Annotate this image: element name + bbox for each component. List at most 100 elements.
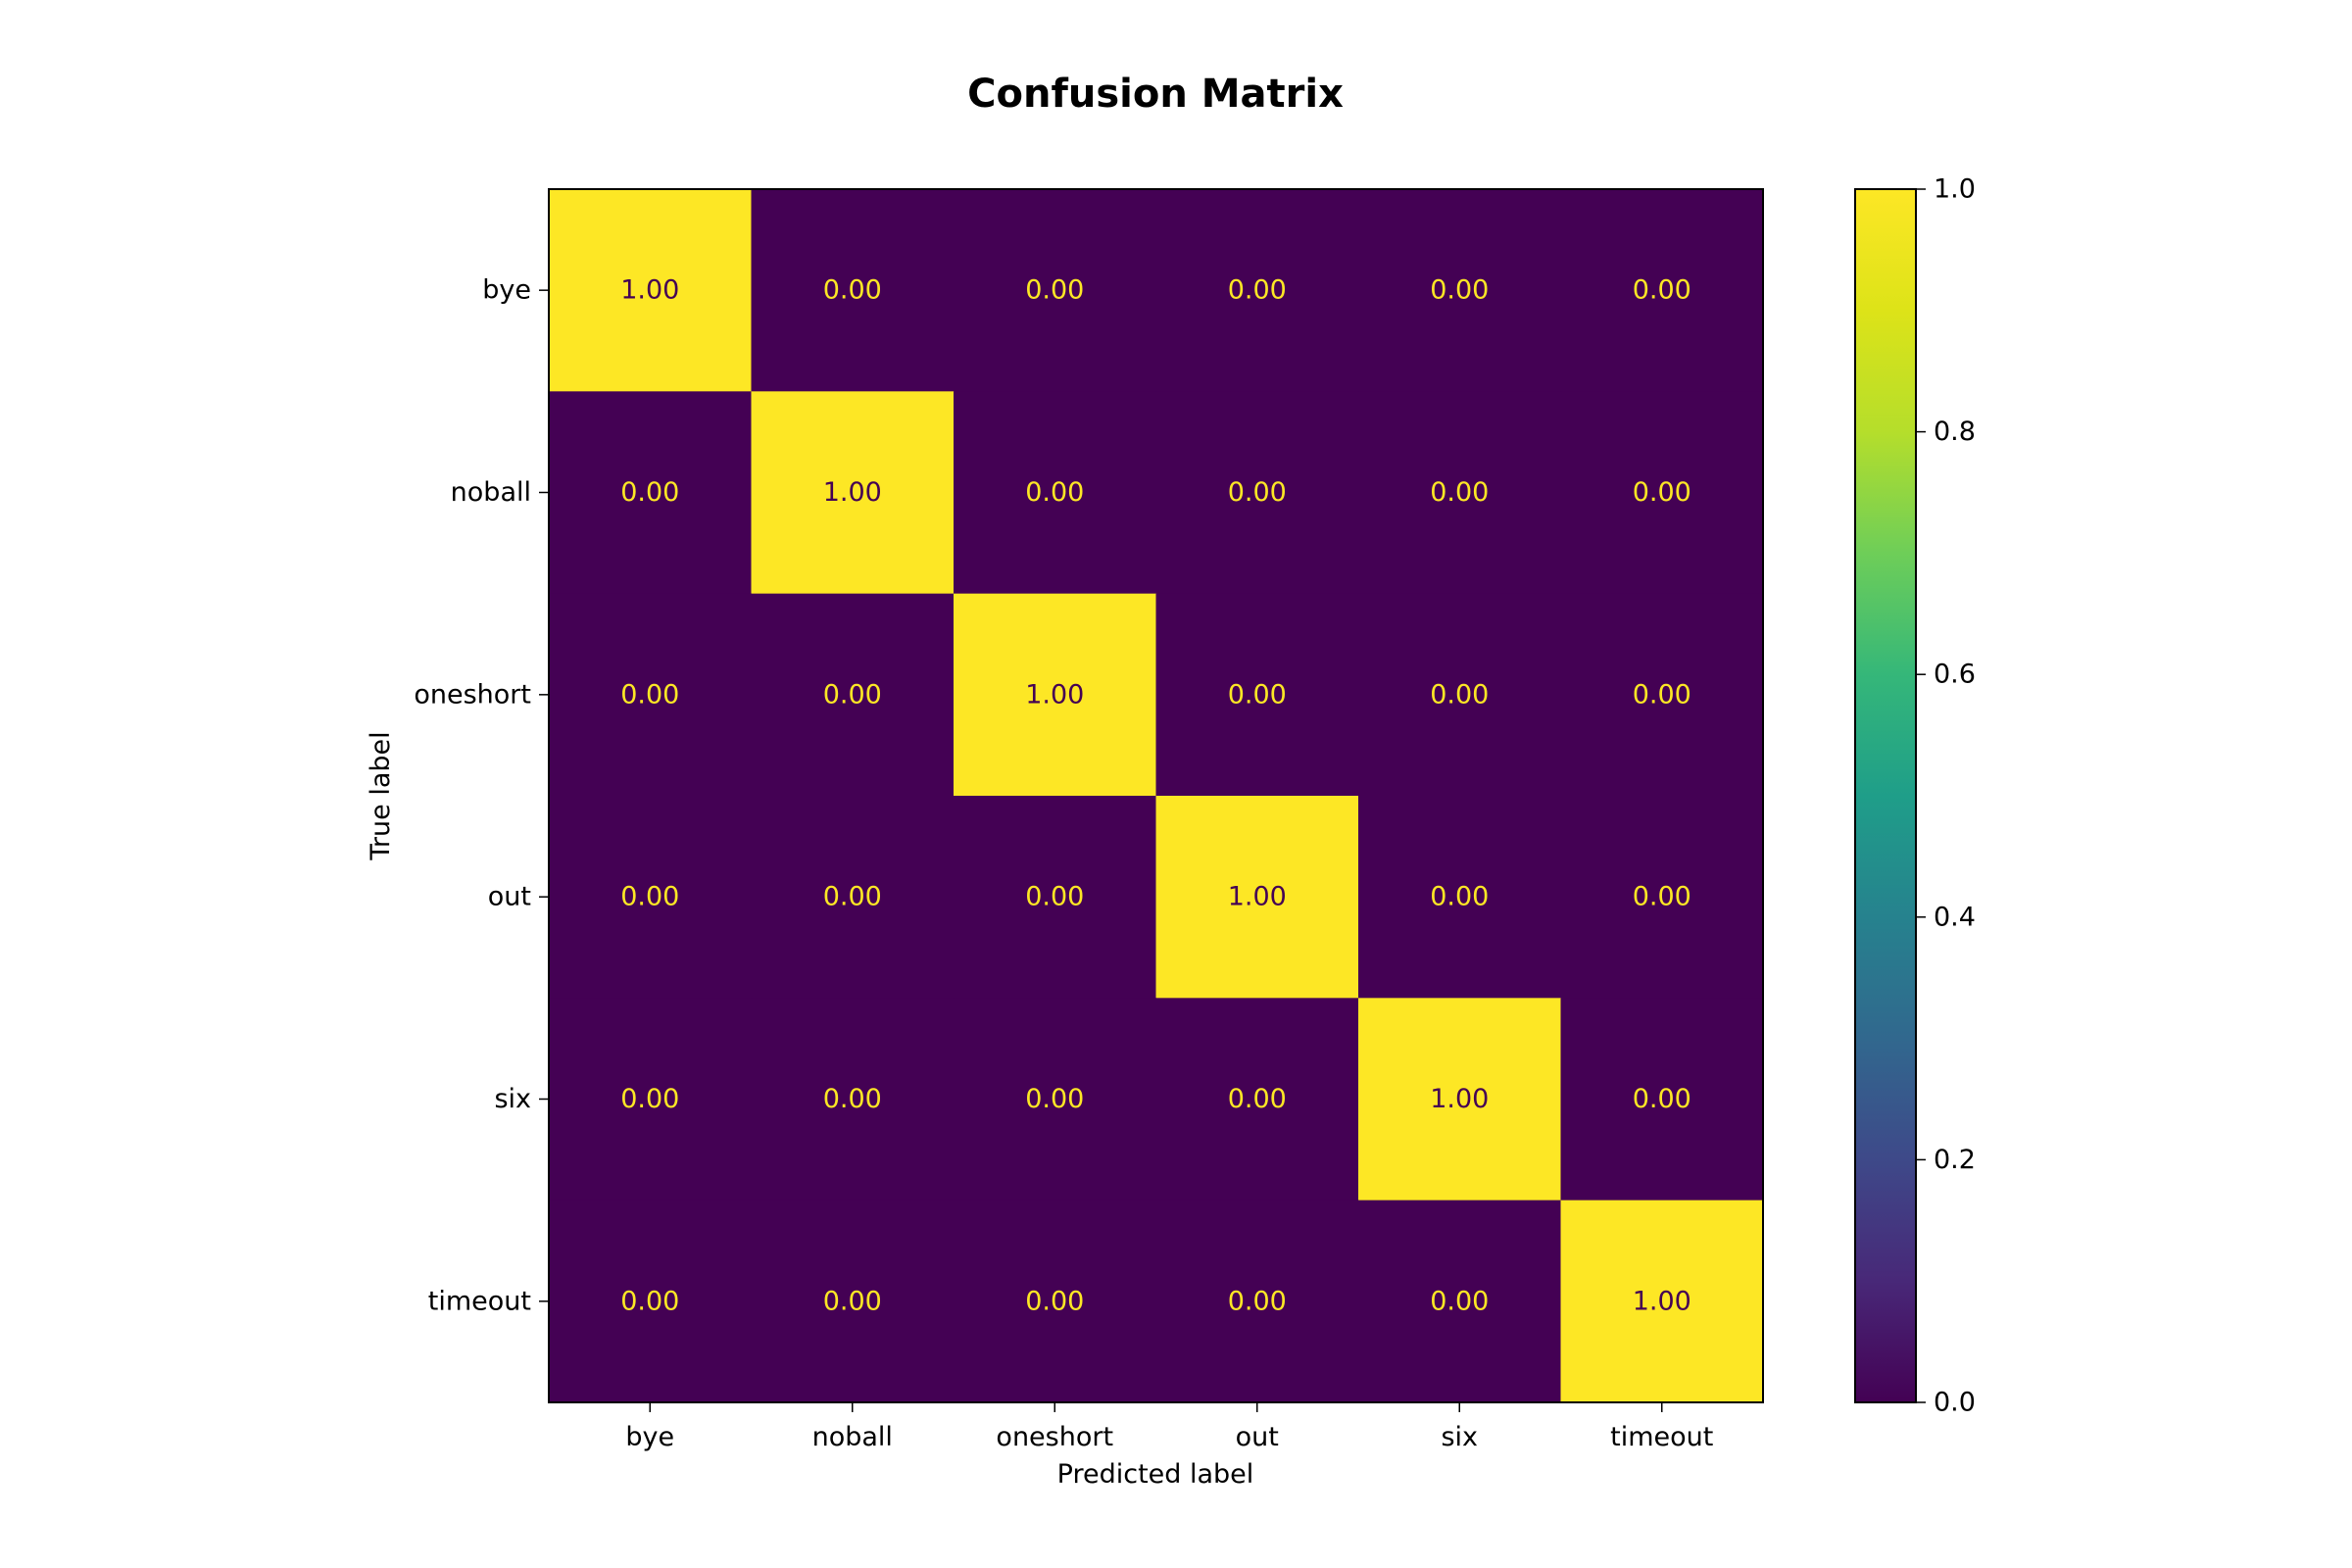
colorbar-tick-label: 0.6 — [1934, 660, 1976, 690]
cell-value-label: 0.00 — [1633, 477, 1691, 508]
heatmap-cell — [1560, 796, 1764, 999]
heatmap-cell — [1560, 1200, 1764, 1403]
cell-value-label: 0.00 — [1025, 1286, 1084, 1316]
heatmap-cell — [954, 1200, 1157, 1403]
cell-value-label: 0.00 — [1025, 882, 1084, 912]
cell-value-label: 1.00 — [823, 477, 882, 508]
x-tick-label: timeout — [1610, 1422, 1713, 1452]
cell-value-label: 0.00 — [1025, 1084, 1084, 1114]
y-tick-label: six — [494, 1084, 531, 1114]
heatmap-cell — [1155, 998, 1359, 1201]
x-tick-label: bye — [625, 1422, 674, 1452]
cell-value-label: 0.00 — [620, 679, 679, 710]
cell-value-label: 0.00 — [823, 882, 882, 912]
colorbar — [1854, 188, 1917, 1403]
heatmap-cell — [549, 998, 753, 1201]
y-tick-label: noball — [451, 477, 531, 508]
cell-value-label: 1.00 — [1025, 679, 1084, 710]
cell-value-label: 1.00 — [1633, 1286, 1691, 1316]
x-tick-label: out — [1236, 1422, 1279, 1452]
heatmap-cell — [954, 593, 1157, 797]
colorbar-tick-label: 0.0 — [1934, 1388, 1976, 1418]
cell-value-label: 0.00 — [620, 882, 679, 912]
heatmap-cell — [751, 1200, 955, 1403]
x-tick-label: noball — [812, 1422, 893, 1452]
heatmap-cell — [549, 189, 753, 392]
cell-value-label: 1.00 — [1228, 882, 1287, 912]
cell-value-label: 0.00 — [1430, 477, 1489, 508]
chart-title: Confusion Matrix — [967, 72, 1344, 117]
colorbar-tick-label: 0.8 — [1934, 416, 1976, 447]
heatmap-cell-labels: 1.00 0.00 0.00 0.00 0.00 0.00 0.00 1.00 0.00 0.00… — [620, 275, 1691, 1317]
heatmap-cell — [1358, 593, 1562, 797]
cell-value-label: 0.00 — [1228, 1286, 1287, 1316]
cell-value-label: 0.00 — [1430, 1286, 1489, 1316]
heatmap-cell — [954, 391, 1157, 595]
heatmap-cell — [1155, 796, 1359, 999]
heatmap-cell — [1155, 189, 1359, 392]
heatmap-cell — [1358, 998, 1562, 1201]
cell-value-label: 0.00 — [620, 1286, 679, 1316]
heatmap-cell — [1358, 796, 1562, 999]
heatmap-cell — [1358, 189, 1562, 392]
cell-value-label: 0.00 — [620, 1084, 679, 1114]
y-tick-label: timeout — [428, 1286, 531, 1316]
heatmap-cell — [954, 796, 1157, 999]
cell-value-label: 0.00 — [1228, 477, 1287, 508]
cell-value-label: 0.00 — [620, 477, 679, 508]
heatmap-cell — [954, 189, 1157, 392]
heatmap-cell — [549, 391, 753, 595]
x-tick-label: six — [1441, 1422, 1478, 1452]
heatmap-cell — [1560, 189, 1764, 392]
y-tick-label: out — [488, 882, 531, 912]
cell-value-label: 1.00 — [620, 275, 679, 306]
heatmap-cell — [751, 391, 955, 595]
heatmap-cell — [1155, 593, 1359, 797]
cell-value-label: 0.00 — [1633, 882, 1691, 912]
colorbar-tick-label: 0.4 — [1934, 902, 1976, 932]
cell-value-label: 0.00 — [1025, 275, 1084, 306]
cell-value-label: 0.00 — [1228, 1084, 1287, 1114]
y-tick-label: oneshort — [414, 679, 531, 710]
cell-value-label: 0.00 — [823, 275, 882, 306]
heatmap-cell — [549, 796, 753, 999]
y-axis-label: True label — [366, 731, 396, 860]
cell-value-label: 0.00 — [1633, 275, 1691, 306]
heatmap-cell — [1155, 1200, 1359, 1403]
cell-value-label: 0.00 — [823, 679, 882, 710]
heatmap-cell — [1560, 593, 1764, 797]
heatmap-cells — [549, 189, 1764, 1403]
heatmap-cell — [1155, 391, 1359, 595]
cell-value-label: 0.00 — [1430, 882, 1489, 912]
cell-value-label: 0.00 — [1025, 477, 1084, 508]
heatmap-cell — [1560, 998, 1764, 1201]
cell-value-label: 0.00 — [1430, 275, 1489, 306]
heatmap-cell — [1358, 391, 1562, 595]
cell-value-label: 0.00 — [1430, 679, 1489, 710]
y-tick-label: bye — [482, 275, 531, 306]
cell-value-label: 0.00 — [823, 1084, 882, 1114]
heatmap-cell — [751, 593, 955, 797]
cell-value-label: 0.00 — [1633, 1084, 1691, 1114]
x-axis-label: Predicted label — [1057, 1459, 1254, 1490]
x-axis-ticks: bye noball oneshort out six timeout — [625, 1402, 1713, 1452]
heatmap-cell — [549, 1200, 753, 1403]
plot-frame — [548, 188, 1764, 1403]
cell-value-label: 0.00 — [1228, 679, 1287, 710]
heatmap-cell — [954, 998, 1157, 1201]
cell-value-label: 0.00 — [1633, 679, 1691, 710]
heatmap-cell — [1560, 391, 1764, 595]
x-tick-label: oneshort — [996, 1422, 1113, 1452]
heatmap-cell — [1358, 1200, 1562, 1403]
y-axis-ticks: bye noball oneshort out six timeout — [414, 275, 549, 1316]
heatmap-cell — [549, 593, 753, 797]
cell-value-label: 0.00 — [823, 1286, 882, 1316]
cell-value-label: 0.00 — [1228, 275, 1287, 306]
heatmap-cell — [751, 189, 955, 392]
heatmap-cell — [751, 998, 955, 1201]
cell-value-label: 1.00 — [1430, 1084, 1489, 1114]
colorbar-ticks: 0.0 0.2 0.4 0.6 0.8 1.0 — [1916, 174, 1976, 1418]
colorbar-tick-label: 1.0 — [1934, 174, 1976, 205]
colorbar-tick-label: 0.2 — [1934, 1145, 1976, 1175]
